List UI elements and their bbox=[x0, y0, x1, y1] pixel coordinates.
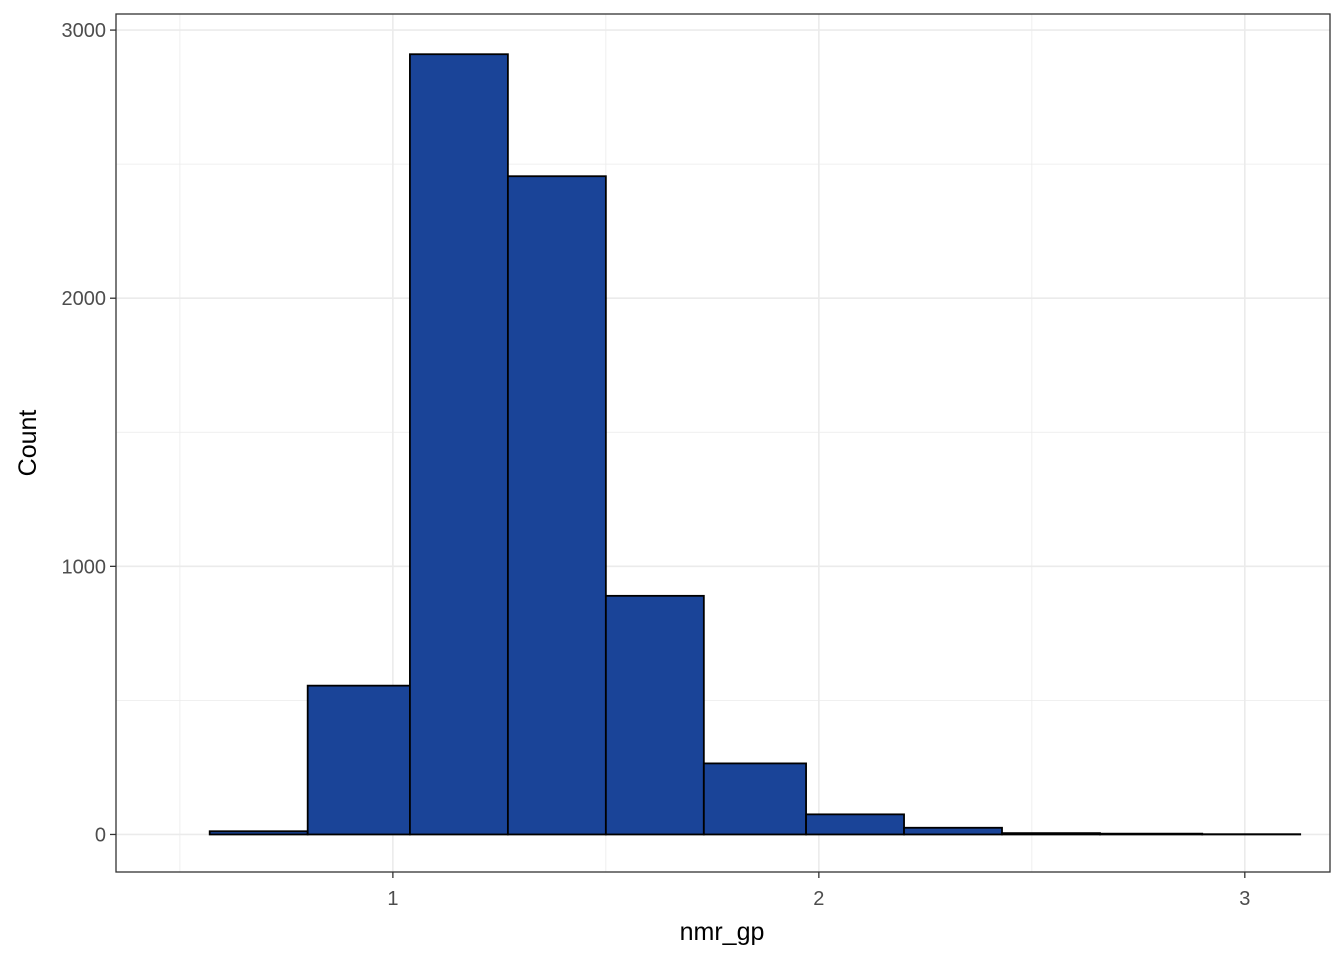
x-tick-label: 3 bbox=[1239, 888, 1250, 910]
y-tick-label: 2000 bbox=[62, 288, 107, 310]
y-axis-title: Count bbox=[14, 410, 42, 477]
x-axis: 1 2 3 bbox=[387, 872, 1250, 910]
histogram-bar bbox=[409, 53, 509, 836]
panel-border bbox=[115, 13, 1331, 873]
histogram-bar bbox=[805, 813, 905, 836]
histogram-bar bbox=[208, 830, 309, 836]
x-tick-label: 1 bbox=[387, 888, 398, 910]
histogram-bar bbox=[1099, 832, 1204, 836]
y-tick-label: 1000 bbox=[62, 556, 107, 578]
y-axis: 0 1000 2000 3000 bbox=[62, 20, 116, 846]
y-tick-label: 0 bbox=[95, 824, 106, 846]
histogram-bar bbox=[1001, 832, 1101, 836]
histogram-bar bbox=[604, 594, 705, 836]
histogram-bar bbox=[306, 684, 411, 836]
x-axis-title: nmr_gp bbox=[680, 918, 765, 946]
histogram-bar bbox=[903, 826, 1003, 836]
histogram-bar bbox=[506, 175, 607, 836]
x-tick-label: 2 bbox=[813, 888, 824, 910]
y-tick-label: 3000 bbox=[62, 20, 107, 42]
histogram-bar bbox=[702, 762, 807, 836]
histogram-bars bbox=[208, 53, 1302, 836]
